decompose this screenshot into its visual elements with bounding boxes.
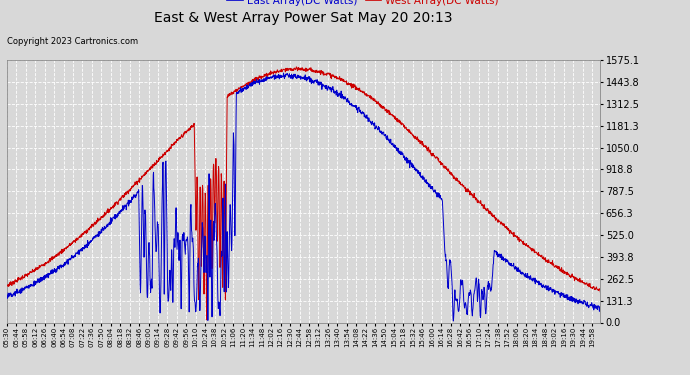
Text: East & West Array Power Sat May 20 20:13: East & West Array Power Sat May 20 20:13 — [155, 11, 453, 25]
Legend: East Array(DC Watts), West Array(DC Watts): East Array(DC Watts), West Array(DC Watt… — [223, 0, 503, 10]
Text: Copyright 2023 Cartronics.com: Copyright 2023 Cartronics.com — [7, 38, 138, 46]
